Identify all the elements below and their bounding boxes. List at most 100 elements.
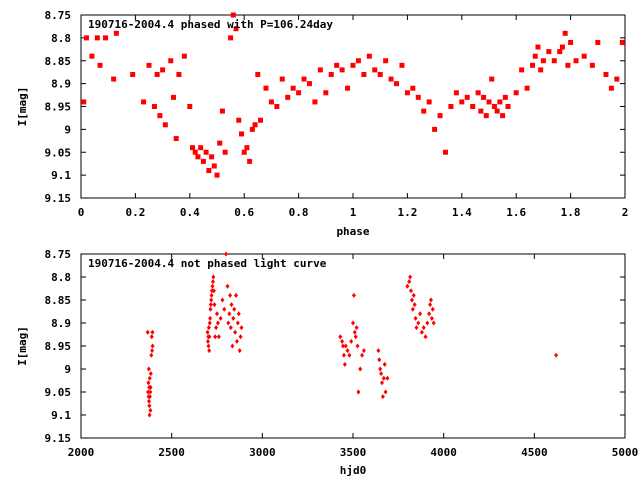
data-point (147, 394, 152, 400)
data-point (238, 334, 243, 340)
data-point (173, 136, 179, 142)
y-tick-label: 9.15 (45, 432, 72, 445)
data-point (148, 407, 153, 413)
data-point (252, 122, 258, 128)
data-point (247, 158, 253, 164)
y-tick-label: 8.95 (45, 101, 72, 114)
x-tick-label: 0.8 (289, 206, 309, 219)
data-point (323, 90, 329, 96)
data-point (210, 283, 215, 289)
data-point (383, 58, 389, 64)
data-point (421, 325, 426, 331)
data-point (412, 302, 417, 308)
data-point (562, 30, 568, 36)
data-point (350, 62, 356, 68)
y-axis-ticks: 8.75 8.8 8.85 8.9 8.95 9 9.05 9.1 9.15 (45, 9, 625, 205)
data-point (258, 117, 264, 123)
y-axis-ticks: 8.75 8.8 8.85 8.9 8.95 9 9.05 9.1 9.15 (45, 248, 625, 445)
data-point (211, 288, 216, 294)
data-point (213, 334, 218, 340)
data-point (453, 90, 459, 96)
data-point (168, 58, 174, 64)
data-point (150, 348, 155, 354)
data-point (111, 76, 117, 82)
data-point (317, 67, 323, 73)
data-point (470, 104, 476, 109)
data-point (244, 145, 250, 151)
data-point (187, 104, 193, 109)
data-point (394, 81, 400, 87)
data-point (296, 90, 302, 96)
data-point (573, 58, 579, 64)
chart-title: 190716-2004.4 phased with P=106.24day (88, 18, 333, 31)
data-point (431, 320, 436, 326)
y-tick-label: 8.75 (45, 9, 72, 22)
data-point (268, 99, 274, 105)
data-point (355, 58, 361, 64)
data-point (366, 53, 372, 59)
data-point (150, 343, 155, 349)
data-point (146, 380, 151, 386)
data-point (211, 163, 217, 169)
y-tick-label: 9.05 (45, 146, 72, 159)
data-point (486, 99, 492, 105)
x-tick-label: 1 (350, 206, 357, 219)
data-point (222, 306, 227, 312)
data-point (238, 131, 244, 137)
x-tick-label: 3000 (249, 446, 276, 459)
data-point (147, 403, 152, 409)
data-point (145, 329, 150, 335)
data-point (149, 352, 154, 358)
data-point (301, 76, 307, 82)
data-point (220, 297, 225, 303)
x-tick-label: 5000 (612, 446, 639, 459)
x-axis-ticks: 0 0.2 0.4 0.6 0.8 1 1.2 1.4 1.6 1.8 2 (78, 15, 628, 219)
data-point (481, 94, 487, 100)
data-point (236, 311, 241, 317)
data-point (376, 348, 381, 354)
data-point (483, 113, 489, 119)
data-point (192, 149, 198, 155)
data-point (181, 53, 187, 59)
data-point (416, 320, 421, 326)
data-point (459, 99, 465, 105)
data-point (418, 311, 423, 317)
data-point (228, 325, 233, 331)
data-point (227, 311, 232, 317)
data-point (255, 71, 261, 77)
x-axis-label: phase (336, 225, 369, 238)
y-tick-label: 9.15 (45, 192, 72, 205)
data-point (429, 315, 434, 321)
data-point (229, 302, 234, 308)
y-tick-label: 8.95 (45, 340, 72, 353)
data-point (494, 108, 500, 114)
data-point (353, 334, 358, 340)
data-point (442, 149, 448, 155)
data-point (419, 329, 424, 335)
data-point (148, 389, 153, 395)
data-point (209, 297, 214, 303)
data-point (430, 306, 435, 312)
data-point (234, 292, 239, 298)
data-points (145, 251, 559, 418)
data-point (513, 90, 519, 96)
x-tick-label: 0 (78, 206, 85, 219)
data-point (502, 94, 508, 100)
data-point (226, 320, 231, 326)
x-tick-label: 4000 (430, 446, 457, 459)
data-point (203, 149, 209, 155)
data-point (428, 302, 433, 308)
data-point (355, 343, 360, 349)
data-point (102, 35, 108, 41)
x-tick-label: 2000 (68, 446, 95, 459)
x-tick-label: 0.2 (125, 206, 145, 219)
data-point (581, 53, 587, 59)
data-point (407, 279, 412, 285)
data-point (341, 352, 346, 358)
data-point (497, 99, 503, 105)
y-tick-label: 9 (64, 363, 71, 376)
data-point (595, 39, 601, 45)
data-point (409, 288, 414, 294)
data-point (551, 58, 557, 64)
data-point (349, 338, 354, 344)
